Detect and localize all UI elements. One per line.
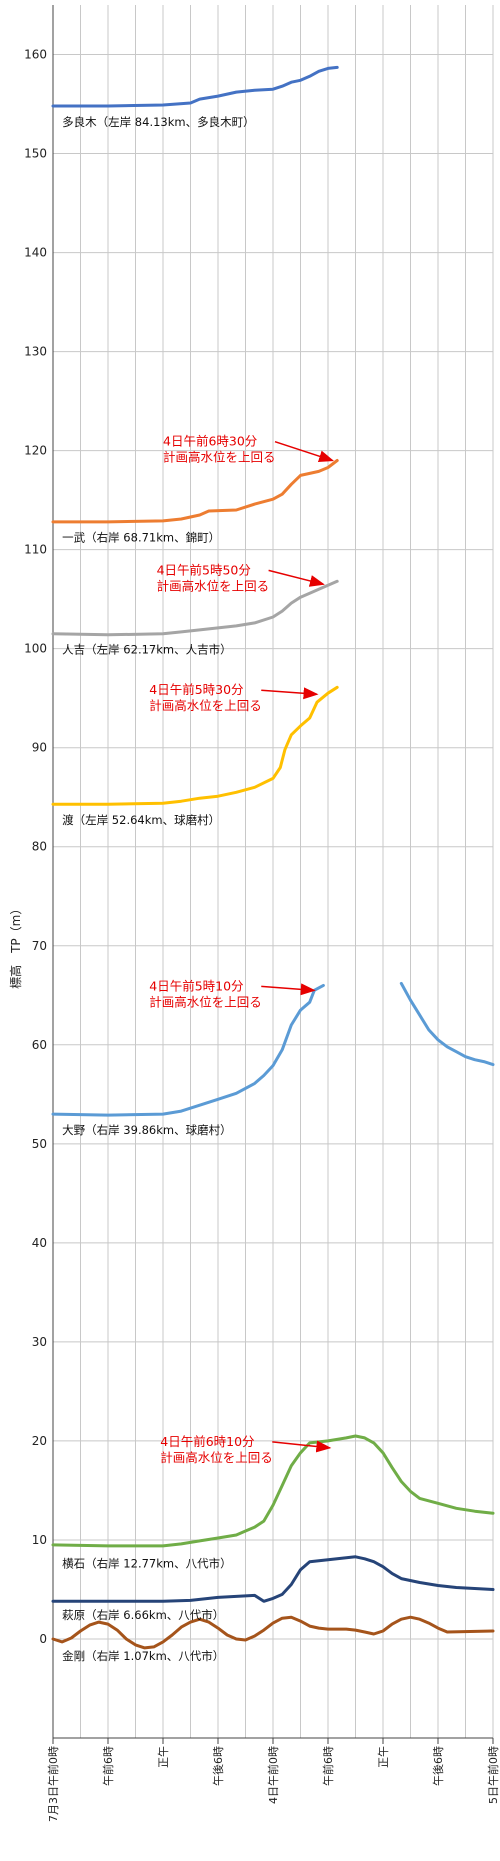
annotation-line2: 計画高水位を上回る: [149, 698, 262, 713]
annotation-arrow: [261, 983, 316, 996]
annotation-arrow: [274, 440, 335, 463]
annotation-line1: 4日午前6時30分: [163, 434, 257, 449]
y-tick-label: 0: [39, 1632, 47, 1646]
annotation-arrow: [268, 569, 325, 587]
y-axis-title: 標高 TP（m）: [8, 903, 23, 989]
annotation-arrow: [272, 1440, 332, 1453]
x-tick-label: 正午: [377, 1746, 390, 1768]
y-tick-label: 80: [32, 840, 47, 854]
annotation-line2: 計画高水位を上回る: [157, 578, 270, 593]
x-tick-label: 午前6時: [101, 1746, 115, 1786]
series-line: [51, 579, 339, 637]
series-line: [51, 685, 339, 806]
y-tick-label: 10: [32, 1533, 47, 1547]
x-tick-label: 7月3日午前0時: [46, 1746, 60, 1822]
y-tick-label: 150: [24, 147, 47, 161]
y-tick-label: 40: [32, 1236, 47, 1250]
annotation-line2: 計画高水位を上回る: [149, 994, 262, 1009]
annotation-line1: 4日午前6時10分: [160, 1434, 254, 1449]
station-label: 萩原（右岸 6.66km、八代市）: [62, 1608, 224, 1622]
x-tick-label: 午後6時: [431, 1746, 445, 1786]
series-line: [51, 1434, 495, 1548]
x-tick-label: 4日午前0時: [266, 1746, 280, 1804]
y-tick-label: 120: [24, 444, 47, 458]
annotation-arrow: [261, 687, 319, 700]
annotation-line1: 4日午前5時50分: [157, 562, 251, 577]
y-tick-label: 90: [32, 741, 47, 755]
series-line: [51, 65, 339, 108]
y-tick-label: 160: [24, 48, 47, 62]
series-line: [51, 1555, 495, 1603]
x-tick-label: 5日午前0時: [486, 1746, 500, 1804]
x-tick-label: 正午: [157, 1746, 170, 1768]
y-tick-label: 130: [24, 345, 47, 359]
y-tick-label: 100: [24, 642, 47, 656]
annotation-line1: 4日午前5時10分: [149, 978, 243, 993]
series-line: [51, 1615, 495, 1650]
station-label: 横石（右岸 12.77km、八代市）: [62, 1557, 231, 1571]
y-tick-label: 20: [32, 1434, 47, 1448]
annotation-line2: 計画高水位を上回る: [160, 1450, 273, 1465]
y-tick-label: 140: [24, 246, 47, 260]
series-line: [399, 981, 495, 1067]
station-label: 渡（左岸 52.64km、球磨村）: [62, 813, 220, 827]
station-label: 金剛（右岸 1.07km、八代市）: [62, 1649, 224, 1663]
annotation-line1: 4日午前5時30分: [149, 682, 243, 697]
y-tick-label: 50: [32, 1137, 47, 1151]
series-line: [51, 983, 325, 1117]
y-tick-label: 60: [32, 1038, 47, 1052]
station-label: 多良木（左岸 84.13km、多良木町）: [62, 115, 254, 129]
y-tick-label: 30: [32, 1335, 47, 1349]
x-tick-label: 午後6時: [211, 1746, 225, 1786]
station-label: 大野（右岸 39.86km、球磨村）: [62, 1123, 231, 1137]
x-tick-label: 午前6時: [321, 1746, 335, 1786]
station-label: 人吉（左岸 62.17km、人吉市）: [62, 643, 231, 657]
series-line: [51, 459, 339, 524]
annotation-line2: 計画高水位を上回る: [163, 450, 276, 465]
station-label: 一武（右岸 68.71km、錦町）: [62, 531, 220, 545]
y-tick-label: 110: [24, 543, 47, 557]
y-tick-label: 70: [32, 939, 47, 953]
